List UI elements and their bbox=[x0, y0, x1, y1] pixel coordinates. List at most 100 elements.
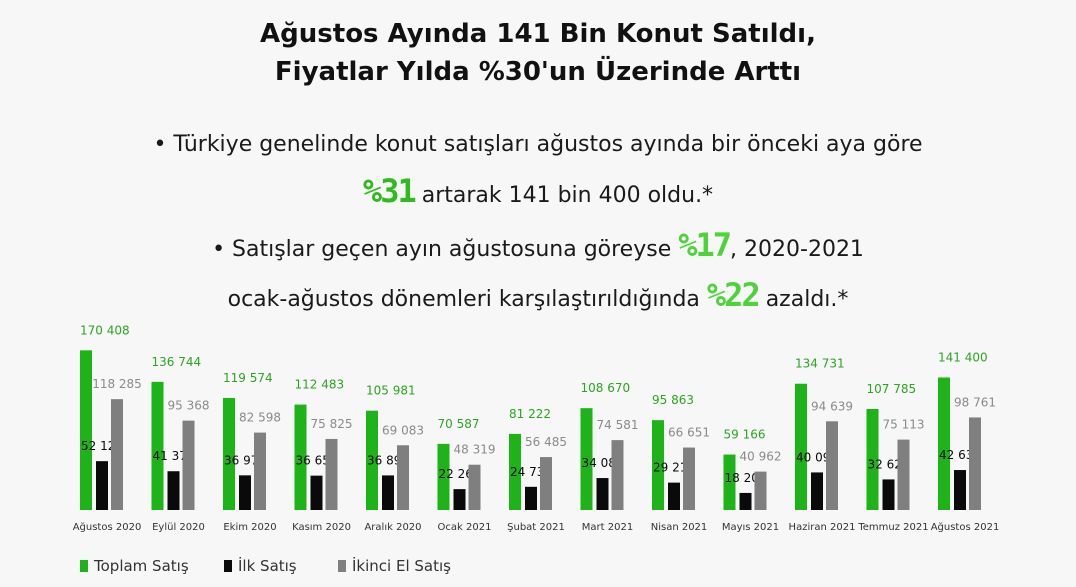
bar-second bbox=[325, 438, 338, 510]
data-label-total: 112 483 bbox=[295, 378, 345, 392]
data-label-total: 141 400 bbox=[938, 350, 988, 364]
bullet-2-line-1: • Satışlar geçen ayın ağustosuna göreyse… bbox=[0, 228, 1076, 267]
x-tick-label: Mayıs 2021 bbox=[722, 522, 779, 533]
x-tick-label: Mart 2021 bbox=[582, 522, 633, 533]
bar-second bbox=[468, 464, 481, 510]
data-label-total: 134 731 bbox=[795, 357, 845, 371]
bar-first bbox=[239, 475, 251, 510]
x-tick-label: Ağustos 2021 bbox=[931, 521, 1000, 533]
highlight-percent-22: %22 bbox=[706, 276, 761, 314]
data-label-second: 95 368 bbox=[168, 399, 210, 413]
bullet-2-text: • Satışlar geçen ayın ağustosuna göreyse bbox=[212, 237, 679, 262]
bar-second bbox=[111, 399, 123, 510]
data-label-total: 108 670 bbox=[581, 381, 631, 395]
x-tick-label: Ağustos 2020 bbox=[73, 521, 142, 533]
data-label-total: 70 587 bbox=[438, 417, 480, 431]
legend-label-total: Toplam Satış bbox=[94, 557, 189, 575]
data-label-total: 170 408 bbox=[80, 323, 130, 337]
highlight-percent-17: %17 bbox=[678, 226, 732, 264]
data-label-second: 118 285 bbox=[92, 377, 142, 391]
bar-total bbox=[294, 404, 307, 510]
bar-total bbox=[938, 377, 950, 510]
bar-second bbox=[754, 471, 767, 510]
data-label-second: 75 113 bbox=[883, 418, 925, 432]
data-label-second: 82 598 bbox=[239, 411, 281, 425]
bar-total bbox=[795, 383, 807, 510]
bar-first bbox=[310, 475, 323, 510]
data-label-total: 95 863 bbox=[652, 393, 694, 407]
bar-total bbox=[652, 420, 664, 510]
data-label-second: 66 651 bbox=[668, 426, 710, 440]
data-label-second: 75 825 bbox=[311, 417, 353, 431]
data-label-total: 119 574 bbox=[223, 371, 273, 385]
bar-second bbox=[254, 432, 266, 510]
data-label-total: 81 222 bbox=[509, 407, 551, 421]
bullet-1-text-end: artarak 141 bin 400 oldu.* bbox=[414, 183, 714, 208]
bullet-2-line-2: ocak-ağustos dönemleri karşılaştırıldığı… bbox=[0, 278, 1076, 317]
bar-first bbox=[739, 492, 752, 510]
legend-swatch-total bbox=[80, 560, 88, 572]
x-tick-label: Aralık 2020 bbox=[364, 522, 421, 533]
x-tick-label: Kasım 2020 bbox=[292, 522, 351, 533]
data-label-second: 74 581 bbox=[597, 418, 639, 432]
data-label-second: 48 319 bbox=[454, 443, 496, 457]
bar-first bbox=[596, 478, 609, 510]
bar-second bbox=[969, 417, 981, 510]
x-tick-label: Eylül 2020 bbox=[152, 522, 205, 533]
bar-total bbox=[80, 350, 92, 510]
bar-first bbox=[382, 475, 394, 510]
bar-second bbox=[397, 445, 409, 510]
x-tick-label: Ekim 2020 bbox=[223, 522, 276, 533]
bar-second bbox=[540, 457, 552, 510]
highlight-percent-31: %31 bbox=[362, 172, 417, 210]
bar-total bbox=[580, 408, 593, 510]
data-label-second: 56 485 bbox=[525, 435, 567, 449]
x-tick-label: Şubat 2021 bbox=[507, 522, 565, 533]
legend-label-second: İkinci El Satış bbox=[352, 557, 451, 575]
bar-second bbox=[826, 421, 838, 510]
legend-swatch-first bbox=[224, 560, 232, 572]
bar-total bbox=[366, 410, 378, 510]
bar-first bbox=[668, 482, 680, 510]
x-tick-label: Haziran 2021 bbox=[789, 522, 856, 533]
bar-first bbox=[167, 471, 180, 510]
bar-second bbox=[683, 447, 695, 510]
legend-item-first: İlk Satış bbox=[224, 557, 297, 575]
bar-total bbox=[437, 443, 450, 510]
bar-second bbox=[182, 420, 195, 510]
bar-total bbox=[151, 381, 164, 510]
data-label-total: 107 785 bbox=[867, 382, 917, 396]
bar-second bbox=[897, 439, 910, 510]
data-label-second: 69 083 bbox=[382, 423, 424, 437]
page-title: Ağustos Ayında 141 Bin Konut Satıldı, bbox=[260, 19, 816, 49]
data-label-second: 94 639 bbox=[811, 399, 853, 413]
bar-total bbox=[866, 408, 879, 510]
bar-second bbox=[611, 440, 624, 510]
bullet-3-text-end: azaldı.* bbox=[758, 287, 849, 312]
data-label-total: 59 166 bbox=[724, 428, 766, 442]
legend-label-first: İlk Satış bbox=[238, 557, 297, 575]
bullet-1-line-1: • Türkiye genelinde konut satışları ağus… bbox=[0, 128, 1076, 162]
bar-first bbox=[453, 489, 466, 510]
bar-total bbox=[223, 397, 235, 510]
x-tick-label: Nisan 2021 bbox=[651, 522, 708, 533]
bar-first bbox=[525, 486, 537, 510]
bar-first bbox=[96, 461, 108, 510]
data-label-second: 40 962 bbox=[740, 450, 782, 464]
bar-total bbox=[509, 433, 521, 510]
x-tick-label: Ocak 2021 bbox=[438, 522, 492, 533]
bullet-2-text-end: , 2020-2021 bbox=[730, 237, 864, 262]
data-label-second: 98 761 bbox=[954, 395, 996, 409]
legend-swatch-second bbox=[338, 560, 346, 572]
legend-item-total: Toplam Satış bbox=[80, 557, 189, 575]
bullet-1-text: • Türkiye genelinde konut satışları ağus… bbox=[153, 132, 923, 157]
bar-first bbox=[811, 472, 823, 510]
bullet-1-line-2: %31 artarak 141 bin 400 oldu.* bbox=[0, 174, 1076, 213]
bar-first bbox=[882, 479, 895, 510]
data-label-total: 105 981 bbox=[366, 384, 416, 398]
bar-first bbox=[954, 470, 966, 510]
page-subtitle: Fiyatlar Yılda %30'un Üzerinde Arttı bbox=[274, 57, 802, 87]
bullet-3-text: ocak-ağustos dönemleri karşılaştırıldığı… bbox=[227, 287, 707, 312]
x-tick-label: Temmuz 2021 bbox=[857, 522, 928, 533]
